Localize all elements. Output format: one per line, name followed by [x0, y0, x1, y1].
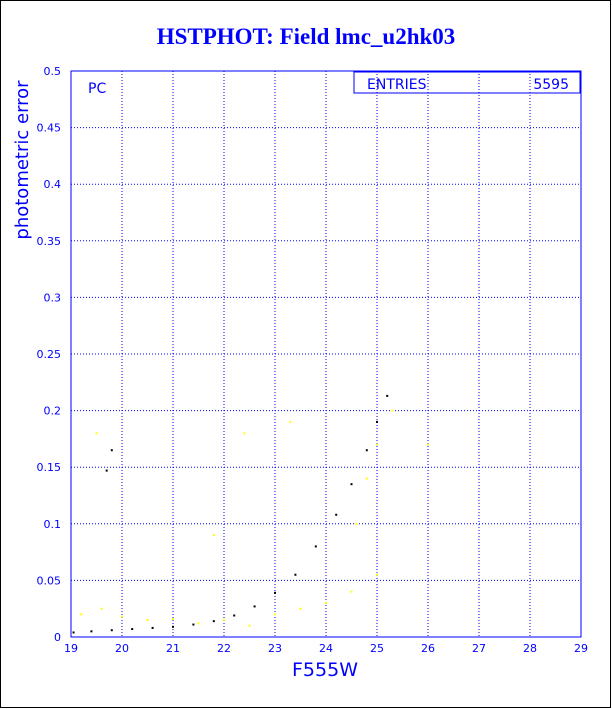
black-data-point-10	[274, 591, 276, 594]
black-data-point-3	[131, 628, 134, 631]
x-tick-label-2: 21	[166, 642, 180, 655]
yellow-data-point-14	[365, 477, 368, 480]
chart-title: HSTPHOT: Field lmc_u2hk03	[156, 24, 456, 49]
black-data-point-7	[212, 620, 215, 623]
yellow-data-point-18	[289, 420, 292, 423]
black-data-point-0	[72, 631, 75, 634]
yellow-data-point-6	[223, 619, 225, 622]
y-tick-label-6: 0.3	[44, 291, 62, 304]
yellow-data-point-19	[243, 432, 246, 435]
black-data-point-18	[105, 469, 108, 472]
y-tick-label-3: 0.15	[37, 461, 62, 474]
black-data-point-16	[376, 420, 378, 423]
yellow-data-point-8	[274, 613, 276, 616]
yellow-data-point-5	[197, 622, 200, 625]
y-tick-label-9: 0.45	[37, 122, 62, 135]
y-tick-label-0: 0	[54, 631, 61, 644]
yellow-data-point-15	[376, 443, 378, 446]
black-data-point-4	[151, 626, 154, 629]
yellow-data-point-10	[325, 602, 327, 605]
yellow-data-point-1	[100, 607, 103, 610]
x-tick-labels: 19 20 21 22 23 24 25 26 27 28 29	[64, 642, 588, 655]
y-tick-label-7: 0.35	[37, 235, 62, 248]
stats-entries-label: ENTRIES	[367, 77, 427, 93]
x-tick-label-6: 25	[370, 642, 384, 655]
x-tick-label-10: 29	[574, 642, 588, 655]
black-data-point-14	[350, 483, 353, 486]
black-data-point-17	[386, 394, 389, 397]
yellow-data-point-9	[299, 607, 302, 610]
panel-label: PC	[88, 81, 106, 97]
y-tick-label-2: 0.1	[44, 518, 62, 531]
yellow-data-point-11	[350, 590, 353, 593]
x-axis-label: F555W	[292, 659, 358, 681]
y-tick-label-10: 0.5	[44, 65, 62, 78]
y-axis-label: photometric error	[12, 80, 33, 240]
black-data-point-19	[110, 449, 113, 452]
x-tick-label-5: 24	[319, 642, 333, 655]
yellow-data-point-13	[355, 522, 358, 525]
x-tick-label-4: 23	[268, 642, 282, 655]
black-data-point-11	[294, 573, 297, 576]
black-data-point-9	[253, 605, 256, 608]
yellow-data-point-12	[376, 573, 378, 576]
yellow-data-point-7	[248, 624, 251, 627]
black-data-point-13	[335, 513, 338, 516]
y-tick-label-8: 0.4	[44, 178, 62, 191]
yellow-data-point-0	[80, 613, 83, 616]
black-data-point-12	[314, 545, 317, 548]
y-tick-labels: 0 0.05 0.1 0.15 0.2 0.25 0.3 0.35 0.4 0.45 0.5	[37, 65, 62, 644]
black-data-point-2	[110, 629, 113, 632]
x-tick-label-0: 19	[64, 642, 78, 655]
x-tick-label-1: 20	[115, 642, 129, 655]
data-points	[72, 394, 429, 634]
yellow-data-point-20	[95, 432, 98, 435]
yellow-data-point-3	[146, 619, 149, 622]
yellow-data-point-16	[391, 409, 394, 412]
yellow-data-point-2	[121, 615, 123, 618]
y-tick-label-4: 0.2	[44, 405, 62, 418]
x-tick-label-3: 22	[217, 642, 231, 655]
yellow-data-point-17	[427, 443, 429, 446]
yellow-data-point-21	[212, 534, 215, 537]
x-tick-label-9: 28	[523, 642, 537, 655]
black-data-point-6	[192, 623, 195, 626]
y-tick-label-5: 0.25	[37, 348, 62, 361]
grid-lines	[70, 70, 582, 638]
yellow-data-point-4	[172, 617, 174, 620]
y-tick-label-1: 0.05	[37, 574, 62, 587]
x-tick-label-8: 27	[472, 642, 486, 655]
stats-entries-value: 5595	[533, 77, 569, 93]
black-data-point-1	[90, 630, 93, 633]
black-data-point-8	[233, 614, 236, 617]
stats-box	[353, 71, 581, 94]
black-data-point-5	[172, 625, 174, 628]
x-tick-label-7: 26	[421, 642, 435, 655]
black-data-point-15	[365, 449, 368, 452]
